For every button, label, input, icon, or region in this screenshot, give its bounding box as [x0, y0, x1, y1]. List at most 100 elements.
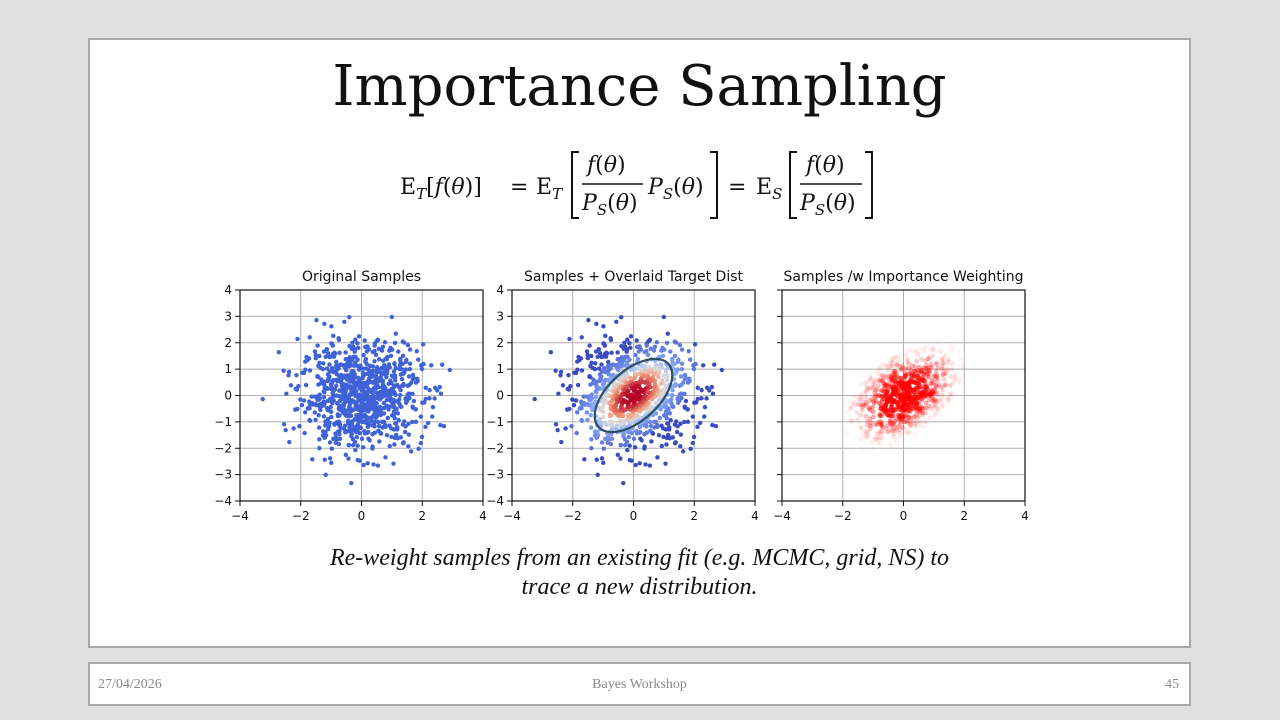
- data-point: [416, 357, 421, 362]
- data-point: [367, 399, 372, 404]
- data-point: [350, 442, 356, 448]
- weighted-point: [867, 426, 873, 432]
- data-point: [613, 403, 619, 408]
- weighted-point: [899, 363, 905, 368]
- weighted-point: [893, 355, 899, 360]
- weighted-point: [877, 429, 883, 435]
- data-point: [313, 417, 318, 422]
- data-point: [413, 407, 418, 412]
- data-point: [416, 446, 421, 452]
- weighted-point: [916, 385, 922, 391]
- data-point: [337, 436, 343, 441]
- weighted-point: [948, 382, 954, 388]
- data-point: [342, 373, 347, 378]
- weighted-point: [915, 381, 921, 386]
- data-point: [365, 461, 370, 466]
- weighted-point: [923, 405, 928, 411]
- data-point: [326, 426, 331, 432]
- weighted-point: [863, 413, 869, 419]
- data-point: [702, 414, 707, 419]
- data-point: [555, 427, 560, 433]
- weighted-point: [863, 390, 869, 395]
- data-point: [401, 340, 407, 345]
- data-point: [327, 420, 332, 426]
- weighted-point: [956, 348, 962, 354]
- eq-den-2: PS(θ): [799, 191, 856, 219]
- weighted-point: [883, 383, 889, 389]
- data-point: [331, 398, 336, 403]
- data-point: [668, 418, 673, 423]
- data-point: [618, 456, 623, 461]
- weighted-point: [878, 419, 884, 425]
- data-point: [642, 364, 648, 369]
- data-point: [398, 387, 403, 393]
- data-point: [352, 375, 358, 380]
- data-point: [682, 377, 688, 382]
- weighted-point: [889, 360, 895, 366]
- data-point: [643, 462, 648, 467]
- weighted-point: [879, 362, 885, 368]
- weighted-point: [930, 390, 936, 396]
- weighted-point: [897, 379, 903, 385]
- data-point: [638, 436, 643, 441]
- y-tick-label: −3: [486, 468, 504, 482]
- weighted-point: [934, 360, 939, 366]
- data-point: [606, 435, 611, 440]
- weighted-point: [933, 397, 939, 403]
- data-point: [603, 398, 608, 403]
- data-point: [651, 419, 657, 425]
- data-point: [360, 393, 366, 398]
- weighted-point: [898, 419, 904, 425]
- data-point: [329, 354, 334, 359]
- data-point: [327, 440, 333, 445]
- data-point: [579, 335, 584, 340]
- data-point: [324, 366, 330, 371]
- weighted-point: [847, 406, 853, 411]
- weighted-point: [897, 427, 903, 432]
- data-point: [337, 374, 342, 379]
- weighted-point: [925, 356, 931, 362]
- data-point: [313, 352, 318, 358]
- weighted-point: [906, 349, 912, 354]
- weighted-point: [851, 400, 857, 406]
- eq-equals-2: =: [728, 175, 746, 200]
- data-point: [674, 419, 679, 424]
- weighted-point: [904, 430, 910, 436]
- data-point: [402, 370, 407, 375]
- data-point: [419, 366, 425, 372]
- weighted-point: [891, 421, 897, 427]
- data-point: [368, 388, 374, 393]
- data-point: [690, 440, 696, 446]
- weighted-point: [871, 380, 877, 386]
- data-point: [599, 420, 604, 426]
- weighted-point: [864, 379, 870, 385]
- weighted-point: [939, 401, 944, 407]
- x-tick-label: −2: [292, 509, 310, 523]
- weighted-point: [917, 377, 922, 382]
- weighted-point: [885, 367, 891, 373]
- data-point: [381, 400, 387, 406]
- weighted-point: [923, 411, 929, 416]
- data-point: [338, 362, 344, 367]
- weighted-point: [939, 366, 945, 372]
- data-point: [393, 365, 399, 371]
- data-point: [362, 338, 367, 343]
- weighted-point: [891, 369, 897, 374]
- data-point: [601, 414, 606, 420]
- data-point: [674, 429, 680, 435]
- weighted-point: [924, 391, 930, 397]
- data-point: [355, 443, 360, 448]
- data-point: [276, 350, 282, 355]
- data-point: [406, 432, 412, 437]
- weighted-point: [889, 357, 895, 363]
- data-point: [347, 402, 352, 408]
- data-point: [384, 397, 390, 403]
- weighted-point: [928, 391, 934, 397]
- weighted-point: [871, 384, 877, 390]
- data-point: [375, 419, 381, 425]
- weighted-point: [872, 369, 878, 375]
- data-point: [350, 340, 355, 345]
- weighted-point: [931, 400, 937, 406]
- data-point: [633, 352, 638, 358]
- data-point: [355, 379, 361, 385]
